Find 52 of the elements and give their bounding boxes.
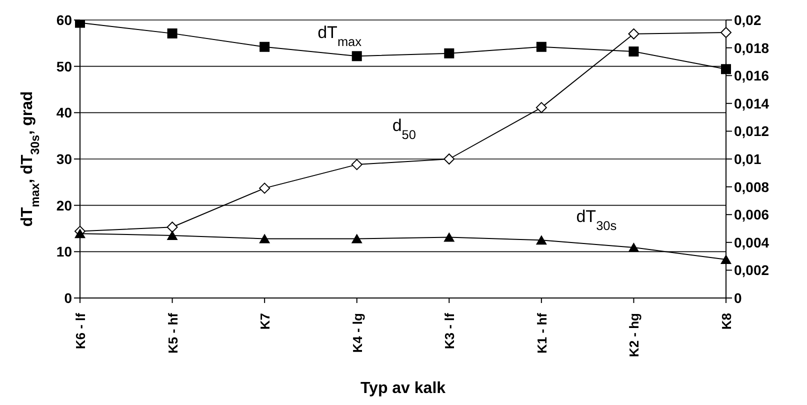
point [260, 42, 270, 52]
y2-tick-label: 0,008 [734, 178, 770, 195]
y-tick-label: 50 [56, 58, 72, 74]
y2-tick-label: 0,014 [734, 95, 770, 112]
y-tick-label: 30 [56, 150, 72, 167]
point [536, 235, 547, 245]
point [628, 242, 640, 252]
point [536, 42, 546, 52]
y2-tick-label: 0,01 [734, 150, 762, 167]
series-label: d$_{50}$ [392, 116, 416, 142]
y2-tick-label: 0,012 [734, 123, 770, 140]
y-tick-label: 10 [56, 244, 72, 260]
y-tick-label: 60 [56, 12, 72, 28]
x-tick-label: K3 - lf [442, 312, 458, 350]
x-tick-label: K1 - hf [534, 312, 550, 354]
y2-tick-label: 0,018 [734, 40, 770, 56]
point [351, 234, 362, 244]
x-tick-label: K7 [258, 313, 273, 330]
series-label: dT$_{30s}$ [576, 207, 617, 233]
x-tick-label: K4 - lg [350, 312, 365, 353]
x-tick-label: K8 [719, 313, 734, 330]
point [444, 232, 455, 242]
point [628, 46, 639, 57]
point [720, 254, 732, 264]
point [74, 228, 86, 238]
y-tick-label: 40 [56, 104, 72, 121]
y2-tick-label: 0,02 [734, 12, 762, 28]
y2-tick-label: 0,006 [734, 206, 770, 223]
point [259, 234, 270, 244]
point [167, 28, 178, 38]
y2-tick-label: 0,004 [734, 234, 770, 250]
series-label: dT$_{max}$ [318, 22, 362, 48]
y-tick-label: 20 [56, 197, 72, 214]
x-tick-label: K6 - lf [73, 312, 88, 350]
x-axis-title: Typ av kalk [360, 380, 446, 397]
point [166, 222, 178, 233]
point [259, 182, 270, 194]
x-tick-label: K5 - hf [165, 312, 180, 354]
point [628, 28, 640, 40]
y-tick-label: 0 [64, 290, 72, 306]
point [352, 51, 362, 62]
point [166, 230, 178, 240]
y2-tick-label: 0 [734, 290, 742, 306]
point [721, 64, 731, 74]
point [351, 159, 362, 170]
y2-tick-label: 0,016 [734, 68, 770, 84]
point [720, 27, 732, 38]
point [444, 48, 454, 58]
point [444, 154, 455, 164]
y2-tick-label: 0,002 [734, 262, 770, 278]
x-tick-label: K2 - hg [626, 312, 642, 358]
point [536, 102, 547, 114]
